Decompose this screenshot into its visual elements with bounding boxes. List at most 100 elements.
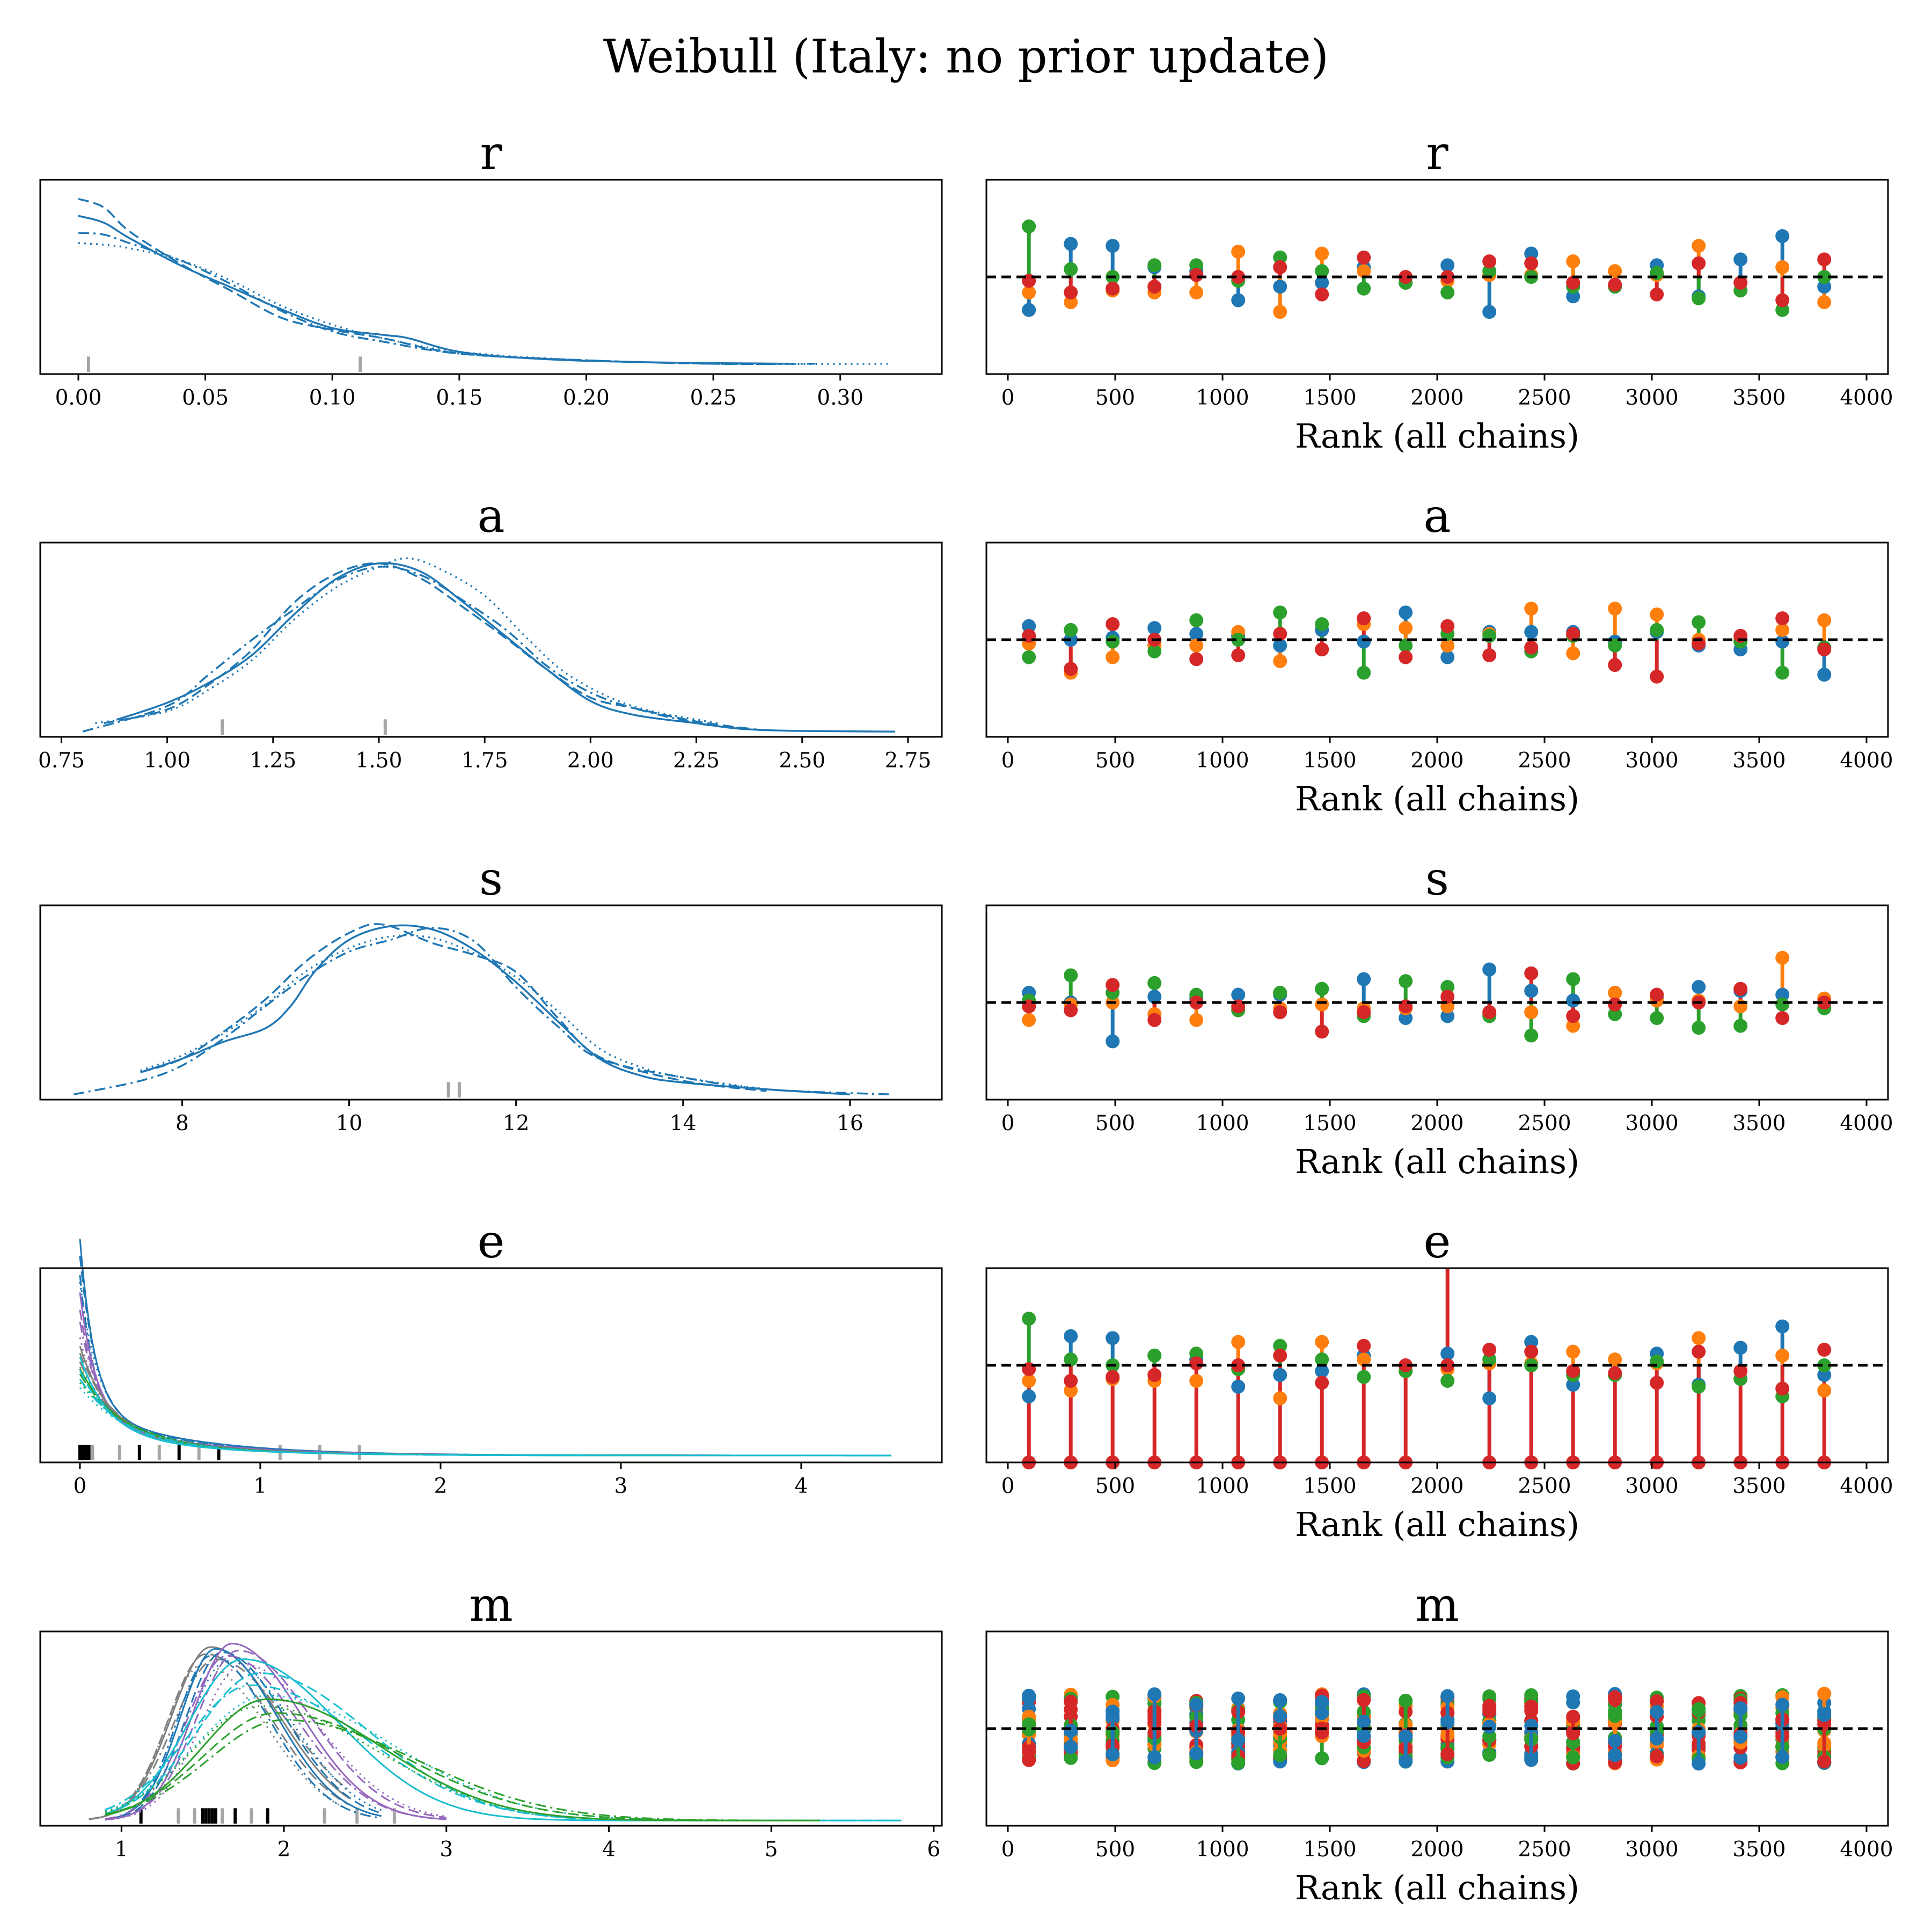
rank-dot-green xyxy=(1608,638,1622,653)
rank-dot-red xyxy=(1817,252,1832,267)
rank-dot-blue xyxy=(1566,993,1580,1008)
kde-line-green xyxy=(105,1705,820,1821)
x-tick-label: 0 xyxy=(74,1474,87,1498)
rank-dot-red xyxy=(1650,287,1664,302)
rank-dot-red xyxy=(1189,996,1204,1009)
x-tick-label: 3000 xyxy=(1625,386,1678,410)
rank-dot-green xyxy=(1022,219,1036,233)
rank-dot-red xyxy=(1357,1754,1371,1768)
x-tick-label: 2.75 xyxy=(884,749,931,773)
rank-dot-blue xyxy=(1273,1709,1287,1723)
kde-line-blue xyxy=(82,566,739,733)
x-tick-label: 1 xyxy=(115,1838,128,1862)
rank-dot-green xyxy=(1064,1352,1078,1367)
rank-dot-blue xyxy=(1064,237,1078,251)
panel-title: m xyxy=(469,1578,513,1632)
x-tick-label: 0.15 xyxy=(436,386,482,410)
x-tick-label: 10 xyxy=(336,1111,363,1136)
rank-dot-blue xyxy=(1524,1335,1539,1349)
rank-dot-red xyxy=(1566,627,1580,641)
rank-dot-red xyxy=(1524,256,1539,270)
kde-line-purple xyxy=(79,1321,801,1457)
panel-title: a xyxy=(1423,489,1451,543)
rank-dot-red xyxy=(1566,275,1580,290)
rank-dot-red xyxy=(1189,652,1204,667)
rank-dot-blue xyxy=(1399,1729,1413,1744)
x-tick-label: 0 xyxy=(1001,1111,1015,1136)
rank-dot-red xyxy=(1817,1754,1832,1769)
x-tick-label: 1000 xyxy=(1196,386,1249,410)
rank-dot-blue xyxy=(1775,1697,1790,1712)
rank-dot-red xyxy=(1524,1344,1539,1359)
rank-dot-green xyxy=(1064,1751,1078,1765)
rank-dot-blue xyxy=(1231,987,1246,1002)
rank-dot-green xyxy=(1273,1338,1287,1353)
x-tick-label: 2 xyxy=(277,1838,291,1862)
rank-dot-blue xyxy=(1817,280,1832,294)
x-tick-label: 3500 xyxy=(1732,1474,1785,1498)
rank-dot-red xyxy=(1399,650,1413,664)
rank-dot-blue xyxy=(1273,638,1287,653)
rank-dot-blue xyxy=(1524,246,1539,261)
rank-dot-orange xyxy=(1022,285,1036,299)
rank-dot-blue xyxy=(1440,1346,1455,1361)
rank-dot-orange xyxy=(1106,650,1120,664)
x-tick-label: 3 xyxy=(440,1838,453,1862)
rank-dot-red xyxy=(1733,982,1748,996)
rank-dot-blue xyxy=(1733,252,1748,267)
rank-dot-red xyxy=(1357,1005,1371,1020)
panel-title: s xyxy=(1425,852,1449,906)
rank-dot-red xyxy=(1733,275,1748,290)
rank-dot-blue xyxy=(1524,1718,1539,1733)
rank-dot-green xyxy=(1315,982,1329,996)
rank-dot-blue xyxy=(1817,1368,1832,1382)
kde-line-cyan xyxy=(105,1658,902,1821)
plot-frame xyxy=(39,1630,943,1827)
kde-panel-a: a 0.75 1.00 1.25 1.50 1.75 2.00 2.25 2.50 2.75 xyxy=(38,489,943,773)
rank-dot-green xyxy=(1650,1011,1664,1025)
rank-dot-red xyxy=(1608,1366,1622,1380)
kde-line-gray xyxy=(89,1658,349,1820)
rank-dot-blue xyxy=(1733,1341,1748,1355)
x-tick-label: 1500 xyxy=(1303,386,1356,410)
x-tick-label: 500 xyxy=(1095,1474,1135,1498)
rank-dot-orange xyxy=(1524,602,1539,616)
x-tick-label: 1000 xyxy=(1196,1474,1249,1498)
rank-dot-red xyxy=(1147,1368,1162,1382)
x-tick-label: 2000 xyxy=(1410,386,1463,410)
rank-dot-green xyxy=(1022,650,1036,664)
rank-dot-red xyxy=(1775,293,1790,308)
rank-dot-red xyxy=(1273,260,1287,274)
rank-dot-red xyxy=(1357,1338,1371,1353)
x-tick-label: 500 xyxy=(1095,1111,1135,1136)
rank-dot-blue xyxy=(1231,1379,1246,1394)
rank-dot-red xyxy=(1650,987,1664,1002)
panel-title: m xyxy=(1415,1578,1459,1632)
x-tick-label: 0.05 xyxy=(182,386,229,410)
rank-dot-red xyxy=(1022,1753,1036,1767)
rank-dot-red xyxy=(1566,1709,1580,1724)
rank-dot-red xyxy=(1440,1358,1455,1372)
rank-dot-red xyxy=(1189,1356,1204,1371)
rank-dot-green xyxy=(1399,974,1413,989)
kde-line-blue xyxy=(79,1256,793,1457)
rank-dot-green xyxy=(1357,281,1371,296)
rank-dot-blue xyxy=(1482,962,1497,977)
rank-dot-red xyxy=(1440,1747,1455,1761)
x-tick-label: 3000 xyxy=(1625,1111,1678,1136)
kde-line-blue xyxy=(103,562,760,731)
kde-line-cyan xyxy=(105,1695,902,1821)
rank-dot-red xyxy=(1608,997,1622,1012)
rank-dot-blue xyxy=(1440,1715,1455,1730)
kde-line-gray xyxy=(89,1646,349,1820)
panel-title: s xyxy=(479,852,503,906)
rank-dot-green xyxy=(1566,1750,1580,1765)
x-tick-label: 3000 xyxy=(1625,749,1678,773)
rank-dot-green xyxy=(1189,258,1204,273)
rank-dot-blue xyxy=(1064,1740,1078,1754)
rank-dot-red xyxy=(1315,1024,1329,1039)
rank-dot-blue xyxy=(1357,1715,1371,1729)
rank-dot-red xyxy=(1692,1344,1706,1359)
kde-panel-m: m 1 2 3 4 5 6 xyxy=(39,1578,943,1862)
